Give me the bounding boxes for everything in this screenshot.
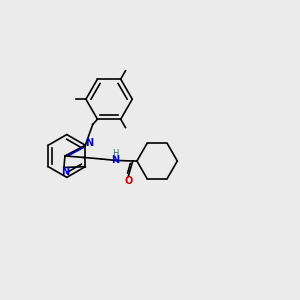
Text: N: N <box>85 138 93 148</box>
Text: H: H <box>112 149 119 158</box>
Text: O: O <box>124 176 132 186</box>
Text: N: N <box>111 155 120 165</box>
Text: N: N <box>61 167 70 177</box>
